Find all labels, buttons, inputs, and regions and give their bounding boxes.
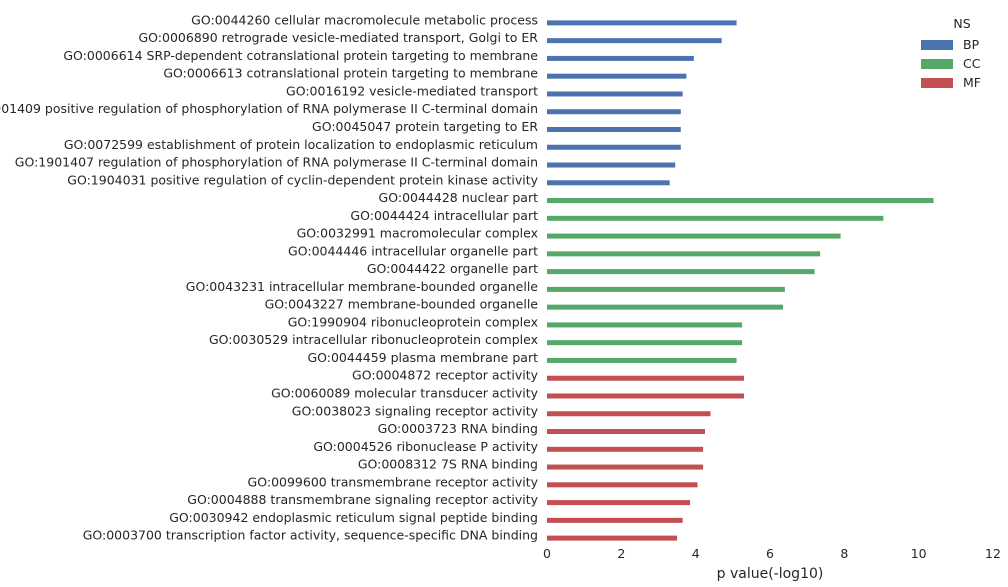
bar-27 — [547, 482, 698, 488]
category-label-14: GO:0044446 intracellular organelle part — [288, 243, 538, 258]
category-label-8: GO:0072599 establishment of protein loca… — [64, 137, 538, 152]
bar-9 — [547, 162, 676, 168]
bar-5 — [547, 91, 683, 97]
category-label-27: GO:0099600 transmembrane receptor activi… — [248, 474, 539, 489]
bar-18 — [547, 322, 743, 328]
category-label-1: GO:0044260 cellular macromolecule metabo… — [191, 12, 538, 27]
bars-group — [547, 20, 934, 541]
category-label-19: GO:0030529 intracellular ribonucleoprote… — [209, 332, 538, 347]
category-label-16: GO:0043231 intracellular membrane-bounde… — [186, 279, 539, 294]
bar-26 — [547, 464, 704, 470]
bar-15 — [547, 269, 815, 275]
legend: NS BP CC MF — [921, 16, 1003, 92]
x-tick-label-0: 0 — [543, 546, 551, 561]
bar-30 — [547, 535, 678, 541]
category-label-18: GO:1990904 ribonucleoprotein complex — [288, 314, 538, 329]
bar-3 — [547, 55, 694, 61]
category-label-26: GO:0008312 7S RNA binding — [358, 457, 538, 472]
legend-label-cc: CC — [963, 56, 981, 71]
bar-6 — [547, 109, 681, 115]
legend-label-mf: MF — [963, 75, 981, 90]
bar-8 — [547, 144, 681, 150]
bar-24 — [547, 429, 705, 435]
category-label-13: GO:0032991 macromolecular complex — [297, 226, 538, 241]
bar-17 — [547, 304, 784, 310]
category-label-11: GO:0044428 nuclear part — [379, 190, 539, 205]
bar-20 — [547, 357, 737, 363]
category-label-20: GO:0044459 plasma membrane part — [307, 350, 538, 365]
bar-19 — [547, 340, 743, 346]
category-label-24: GO:0003723 RNA binding — [378, 421, 538, 436]
bar-21 — [547, 375, 744, 381]
x-tick-label-10: 10 — [911, 546, 927, 561]
x-axis-label: p value(-log10) — [717, 566, 824, 582]
legend-label-bp: BP — [963, 37, 980, 52]
category-label-2: GO:0006890 retrograde vesicle-mediated t… — [138, 30, 538, 45]
legend-item-cc: CC — [921, 54, 1003, 73]
legend-title: NS — [953, 16, 971, 31]
bar-10 — [547, 180, 670, 186]
category-label-15: GO:0044422 organelle part — [367, 261, 538, 276]
x-tick-label-2: 2 — [617, 546, 625, 561]
category-label-25: GO:0004526 ribonuclease P activity — [313, 439, 538, 454]
bar-14 — [547, 251, 821, 257]
category-label-6: GO:1901409 positive regulation of phosph… — [0, 101, 538, 116]
bar-2 — [547, 38, 722, 44]
category-label-29: GO:0030942 endoplasmic reticulum signal … — [169, 510, 538, 525]
bar-12 — [547, 215, 884, 221]
bar-28 — [547, 500, 691, 506]
category-label-28: GO:0004888 transmembrane signaling recep… — [187, 492, 538, 507]
x-tick-label-12: 12 — [985, 546, 1001, 561]
category-label-21: GO:0004872 receptor activity — [352, 368, 539, 383]
legend-swatch-cc — [921, 58, 953, 69]
category-label-12: GO:0044424 intracellular part — [350, 208, 538, 223]
bar-23 — [547, 411, 711, 417]
x-ticks-group: 0 2 4 6 8 10 12 — [543, 546, 1001, 561]
bar-16 — [547, 286, 785, 292]
bar-4 — [547, 73, 687, 79]
category-label-5: GO:0016192 vesicle-mediated transport — [286, 83, 538, 98]
x-tick-label-6: 6 — [766, 546, 774, 561]
category-label-23: GO:0038023 signaling receptor activity — [292, 403, 539, 418]
bar-25 — [547, 446, 704, 452]
category-label-3: GO:0006614 SRP-dependent cotranslational… — [63, 48, 538, 63]
legend-item-mf: MF — [921, 73, 1003, 92]
bar-1 — [547, 20, 737, 26]
bar-13 — [547, 233, 841, 239]
bar-22 — [547, 393, 744, 399]
bar-7 — [547, 126, 681, 132]
category-label-7: GO:0045047 protein targeting to ER — [312, 119, 538, 134]
category-labels-group: GO:0044260 cellular macromolecule metabo… — [0, 12, 539, 542]
bar-11 — [547, 198, 934, 204]
category-label-4: GO:0006613 cotranslational protein targe… — [163, 66, 538, 81]
legend-swatch-bp — [921, 39, 953, 50]
category-label-22: GO:0060089 molecular transducer activity — [271, 385, 539, 400]
legend-swatch-mf — [921, 77, 953, 88]
x-tick-label-8: 8 — [840, 546, 848, 561]
category-label-10: GO:1904031 positive regulation of cyclin… — [67, 172, 538, 187]
legend-item-bp: BP — [921, 35, 1003, 54]
category-label-9: GO:1901407 regulation of phosphorylation… — [15, 155, 538, 170]
x-tick-label-4: 4 — [692, 546, 700, 561]
category-label-30: GO:0003700 transcription factor activity… — [83, 528, 538, 543]
category-label-17: GO:0043227 membrane-bounded organelle — [265, 297, 539, 312]
bar-29 — [547, 517, 683, 523]
